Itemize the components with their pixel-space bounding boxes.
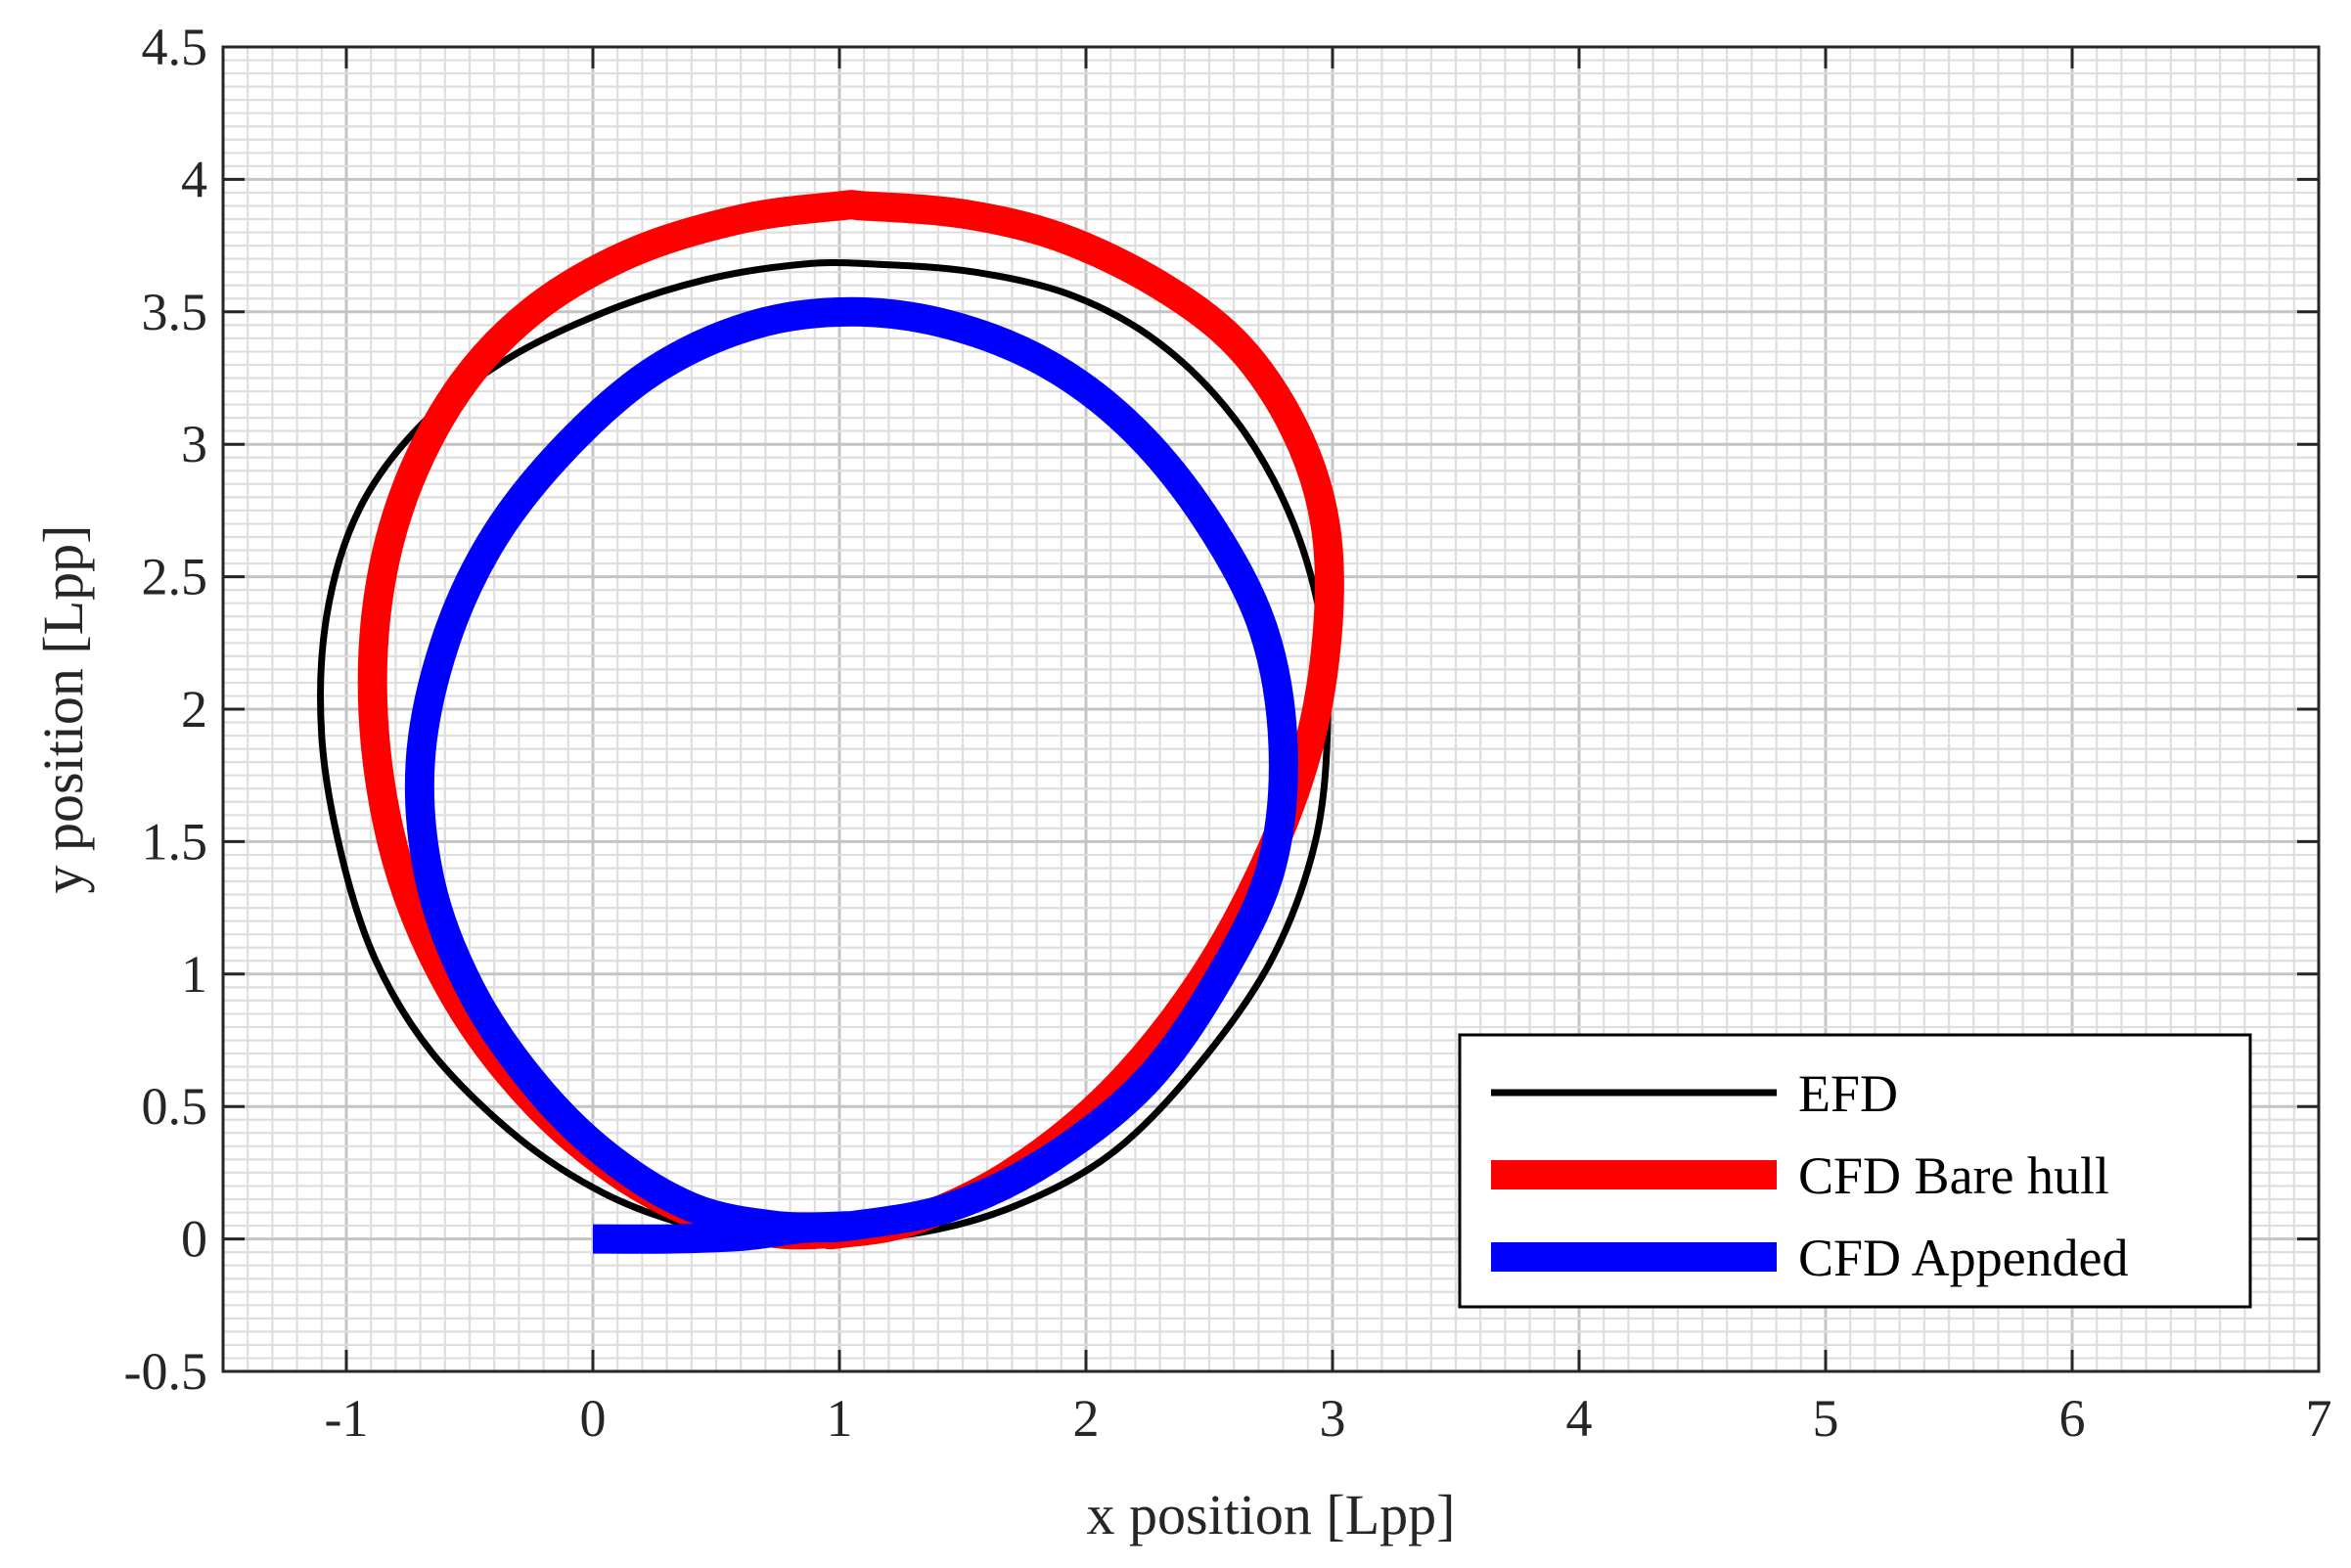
x-tick-label: 5: [1813, 1389, 1839, 1448]
x-tick-label: 7: [2306, 1389, 2332, 1448]
y-tick-label: 2: [181, 680, 207, 739]
series-layer: [317, 190, 1344, 1254]
cfd-appended-line: [404, 296, 1298, 1254]
x-tick-label: -1: [325, 1389, 369, 1448]
y-axis-label: y position [Lpp]: [31, 525, 95, 894]
y-tick-label: 3: [181, 415, 207, 473]
efd-line: [317, 258, 1332, 1244]
y-tick-label: 4.5: [142, 18, 208, 76]
grid: [221, 45, 2321, 1373]
y-tick-label: 3.5: [142, 283, 208, 341]
x-tick-label: 6: [2059, 1389, 2086, 1448]
y-tick-label: 4: [181, 150, 207, 208]
legend-item-efd-label: EFD: [1798, 1064, 1898, 1123]
x-tick-label: 4: [1566, 1389, 1593, 1448]
y-tick-label: 0: [181, 1210, 207, 1269]
y-tick-label: -0.5: [124, 1342, 207, 1401]
y-tick-label: 0.5: [142, 1077, 208, 1136]
legend-item-cfd-bare-hull-label: CFD Bare hull: [1798, 1146, 2109, 1205]
x-tick-label: 0: [580, 1389, 607, 1448]
x-tick-label: 1: [827, 1389, 853, 1448]
x-axis-label: x position [Lpp]: [1087, 1483, 1456, 1546]
ticks: -1 0 1 2 3 4 5 6 7 -0.5 0 0.5 1 1.5 2 2.5 3 3.5 4 4.5: [124, 18, 2332, 1448]
x-tick-label: 2: [1073, 1389, 1100, 1448]
legend: EFD CFD Bare hull CFD Appended: [1458, 1033, 2252, 1309]
legend-item-cfd-appended-label: CFD Appended: [1798, 1229, 2129, 1287]
y-tick-label: 1.5: [142, 812, 208, 871]
y-tick-label: 2.5: [142, 548, 208, 606]
axis-labels: x position [Lpp] y position [Lpp]: [31, 525, 1455, 1546]
x-tick-label: 3: [1320, 1389, 1346, 1448]
y-tick-label: 1: [181, 945, 207, 1004]
